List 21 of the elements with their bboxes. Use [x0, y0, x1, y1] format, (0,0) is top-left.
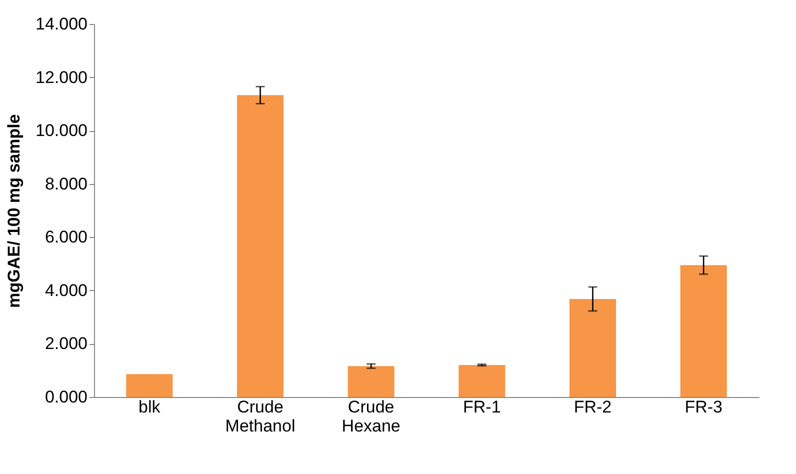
- x-tick-label: blk: [138, 398, 161, 416]
- y-tick-label: 4.000: [44, 280, 88, 300]
- y-tick-label: 6.000: [44, 228, 88, 247]
- y-tick-label: 10.000: [36, 121, 88, 140]
- bar: [569, 298, 616, 397]
- y-tick-label: 12.000: [36, 68, 88, 87]
- bar: [680, 265, 727, 397]
- y-tick-label: 14.000: [36, 14, 88, 34]
- x-tick-label: FR-1: [463, 398, 501, 416]
- y-tick-label: 8.000: [44, 174, 88, 194]
- y-tick-label: 0.000: [44, 388, 88, 406]
- bar: [348, 366, 394, 397]
- bar: [458, 365, 506, 397]
- x-tick-label: Crude Methanol: [225, 398, 296, 436]
- y-axis-title: mgGAE/ 100 mg sample: [4, 114, 24, 308]
- bar: [236, 95, 284, 397]
- x-tick-label: FR-3: [684, 398, 722, 416]
- x-tick-label: FR-2: [574, 398, 612, 416]
- y-tick-label: 2.000: [44, 334, 88, 354]
- x-tick-label: Crude Hexane: [342, 398, 400, 436]
- bar: [126, 374, 173, 397]
